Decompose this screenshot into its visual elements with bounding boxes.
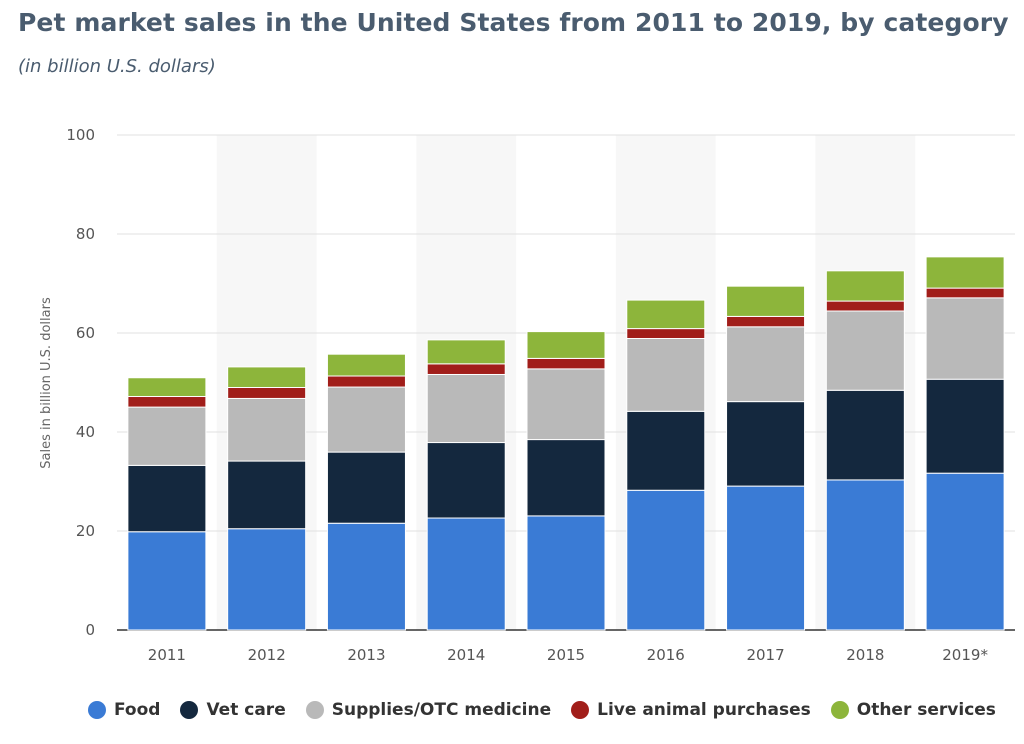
x-tick-label: 2018 bbox=[846, 646, 884, 664]
bar-segment-live-animal-purchases bbox=[227, 386, 307, 399]
x-tick-label: 2012 bbox=[248, 646, 286, 664]
legend-item[interactable]: Other services bbox=[830, 700, 996, 720]
bar-segment-supplies-otc-medicine bbox=[227, 397, 307, 462]
bar-segment-other-services bbox=[426, 339, 506, 365]
bar-segment-vet-care bbox=[127, 464, 207, 533]
bar-segment-live-animal-purchases bbox=[326, 375, 406, 388]
x-tick-label: 2016 bbox=[647, 646, 685, 664]
bar-segment-live-animal-purchases bbox=[825, 300, 905, 312]
legend-label: Supplies/OTC medicine bbox=[331, 700, 552, 720]
legend-label: Live animal purchases bbox=[597, 700, 811, 720]
chart-subtitle: (in billion U.S. dollars) bbox=[18, 56, 216, 77]
bar-segment-vet-care bbox=[626, 410, 706, 491]
bar-segment-food bbox=[127, 531, 207, 631]
bar-segment-other-services bbox=[526, 331, 606, 359]
bar-segment-other-services bbox=[326, 353, 406, 377]
legend-dot-icon bbox=[571, 701, 590, 719]
y-axis-label: Sales in billion U.S. dollars bbox=[39, 297, 54, 469]
bar-segment-other-services bbox=[825, 270, 905, 302]
legend: Food Vet care Supplies/OTC medicine Live an… bbox=[88, 700, 996, 720]
bar-segment-food bbox=[925, 472, 1005, 631]
legend-label: Other services bbox=[856, 700, 996, 720]
x-tick-label: 2011 bbox=[148, 646, 186, 664]
y-tick-label: 40 bbox=[76, 423, 95, 441]
bar-segment-vet-care bbox=[726, 401, 806, 487]
bar-segment-food bbox=[825, 479, 905, 631]
legend-dot-icon bbox=[830, 701, 849, 719]
bar-segment-other-services bbox=[925, 256, 1005, 289]
bar-segment-other-services bbox=[227, 366, 307, 388]
bar-segment-food bbox=[726, 485, 806, 631]
bar-segment-live-animal-purchases bbox=[426, 363, 506, 375]
bar-segment-other-services bbox=[127, 377, 207, 398]
bar-segment-food bbox=[526, 515, 606, 631]
y-tick-label: 80 bbox=[76, 225, 95, 243]
bar-segment-live-animal-purchases bbox=[526, 357, 606, 370]
chart-title: Pet market sales in the United States fr… bbox=[18, 8, 1009, 37]
x-tick-label: 2014 bbox=[447, 646, 485, 664]
bar-segment-other-services bbox=[726, 285, 806, 317]
bar-segment-supplies-otc-medicine bbox=[326, 386, 406, 453]
legend-dot-icon bbox=[88, 701, 106, 719]
bar-segment-live-animal-purchases bbox=[127, 396, 207, 408]
bar-segment-food bbox=[326, 522, 406, 631]
legend-dot-icon bbox=[305, 701, 324, 719]
bar-segment-food bbox=[426, 517, 506, 631]
x-tick-label: 2019* bbox=[942, 646, 988, 664]
bar-segment-supplies-otc-medicine bbox=[626, 337, 706, 412]
bar-segment-live-animal-purchases bbox=[726, 315, 806, 328]
legend-item[interactable]: Vet care bbox=[180, 700, 286, 720]
bar-segment-supplies-otc-medicine bbox=[825, 310, 905, 391]
bar-segment-food bbox=[227, 528, 307, 631]
y-tick-label: 60 bbox=[76, 324, 95, 342]
bar-segment-supplies-otc-medicine bbox=[426, 373, 506, 444]
legend-label: Vet care bbox=[206, 700, 286, 720]
bar-segment-vet-care bbox=[825, 389, 905, 481]
x-tick-label: 2015 bbox=[547, 646, 585, 664]
bar-segment-supplies-otc-medicine bbox=[726, 326, 806, 403]
x-tick-label: 2017 bbox=[746, 646, 784, 664]
bar-segment-live-animal-purchases bbox=[626, 328, 706, 339]
bar-segment-vet-care bbox=[326, 451, 406, 524]
legend-dot-icon bbox=[180, 701, 199, 719]
stacked-bar-chart: Sales in billion U.S. dollars 0 20 40 60 80 1… bbox=[39, 126, 1015, 664]
bar-segment-vet-care bbox=[426, 442, 506, 519]
legend-item[interactable]: Supplies/OTC medicine bbox=[305, 700, 552, 720]
bar-segment-vet-care bbox=[227, 460, 307, 530]
bar-segment-vet-care bbox=[526, 439, 606, 517]
bar-segment-other-services bbox=[626, 299, 706, 330]
y-tick-label: 100 bbox=[66, 126, 95, 144]
bar-segment-supplies-otc-medicine bbox=[925, 297, 1005, 380]
bar-segment-supplies-otc-medicine bbox=[526, 368, 606, 441]
bar-segment-food bbox=[626, 489, 706, 631]
y-tick-label: 20 bbox=[76, 522, 95, 540]
bar-segment-supplies-otc-medicine bbox=[127, 406, 207, 466]
legend-item[interactable]: Food bbox=[88, 700, 160, 720]
y-tick-label: 0 bbox=[85, 621, 95, 639]
legend-item[interactable]: Live animal purchases bbox=[571, 700, 811, 720]
legend-label: Food bbox=[114, 700, 161, 720]
bar-segment-live-animal-purchases bbox=[925, 287, 1005, 299]
bar-segment-vet-care bbox=[925, 378, 1005, 474]
x-tick-label: 2013 bbox=[347, 646, 385, 664]
